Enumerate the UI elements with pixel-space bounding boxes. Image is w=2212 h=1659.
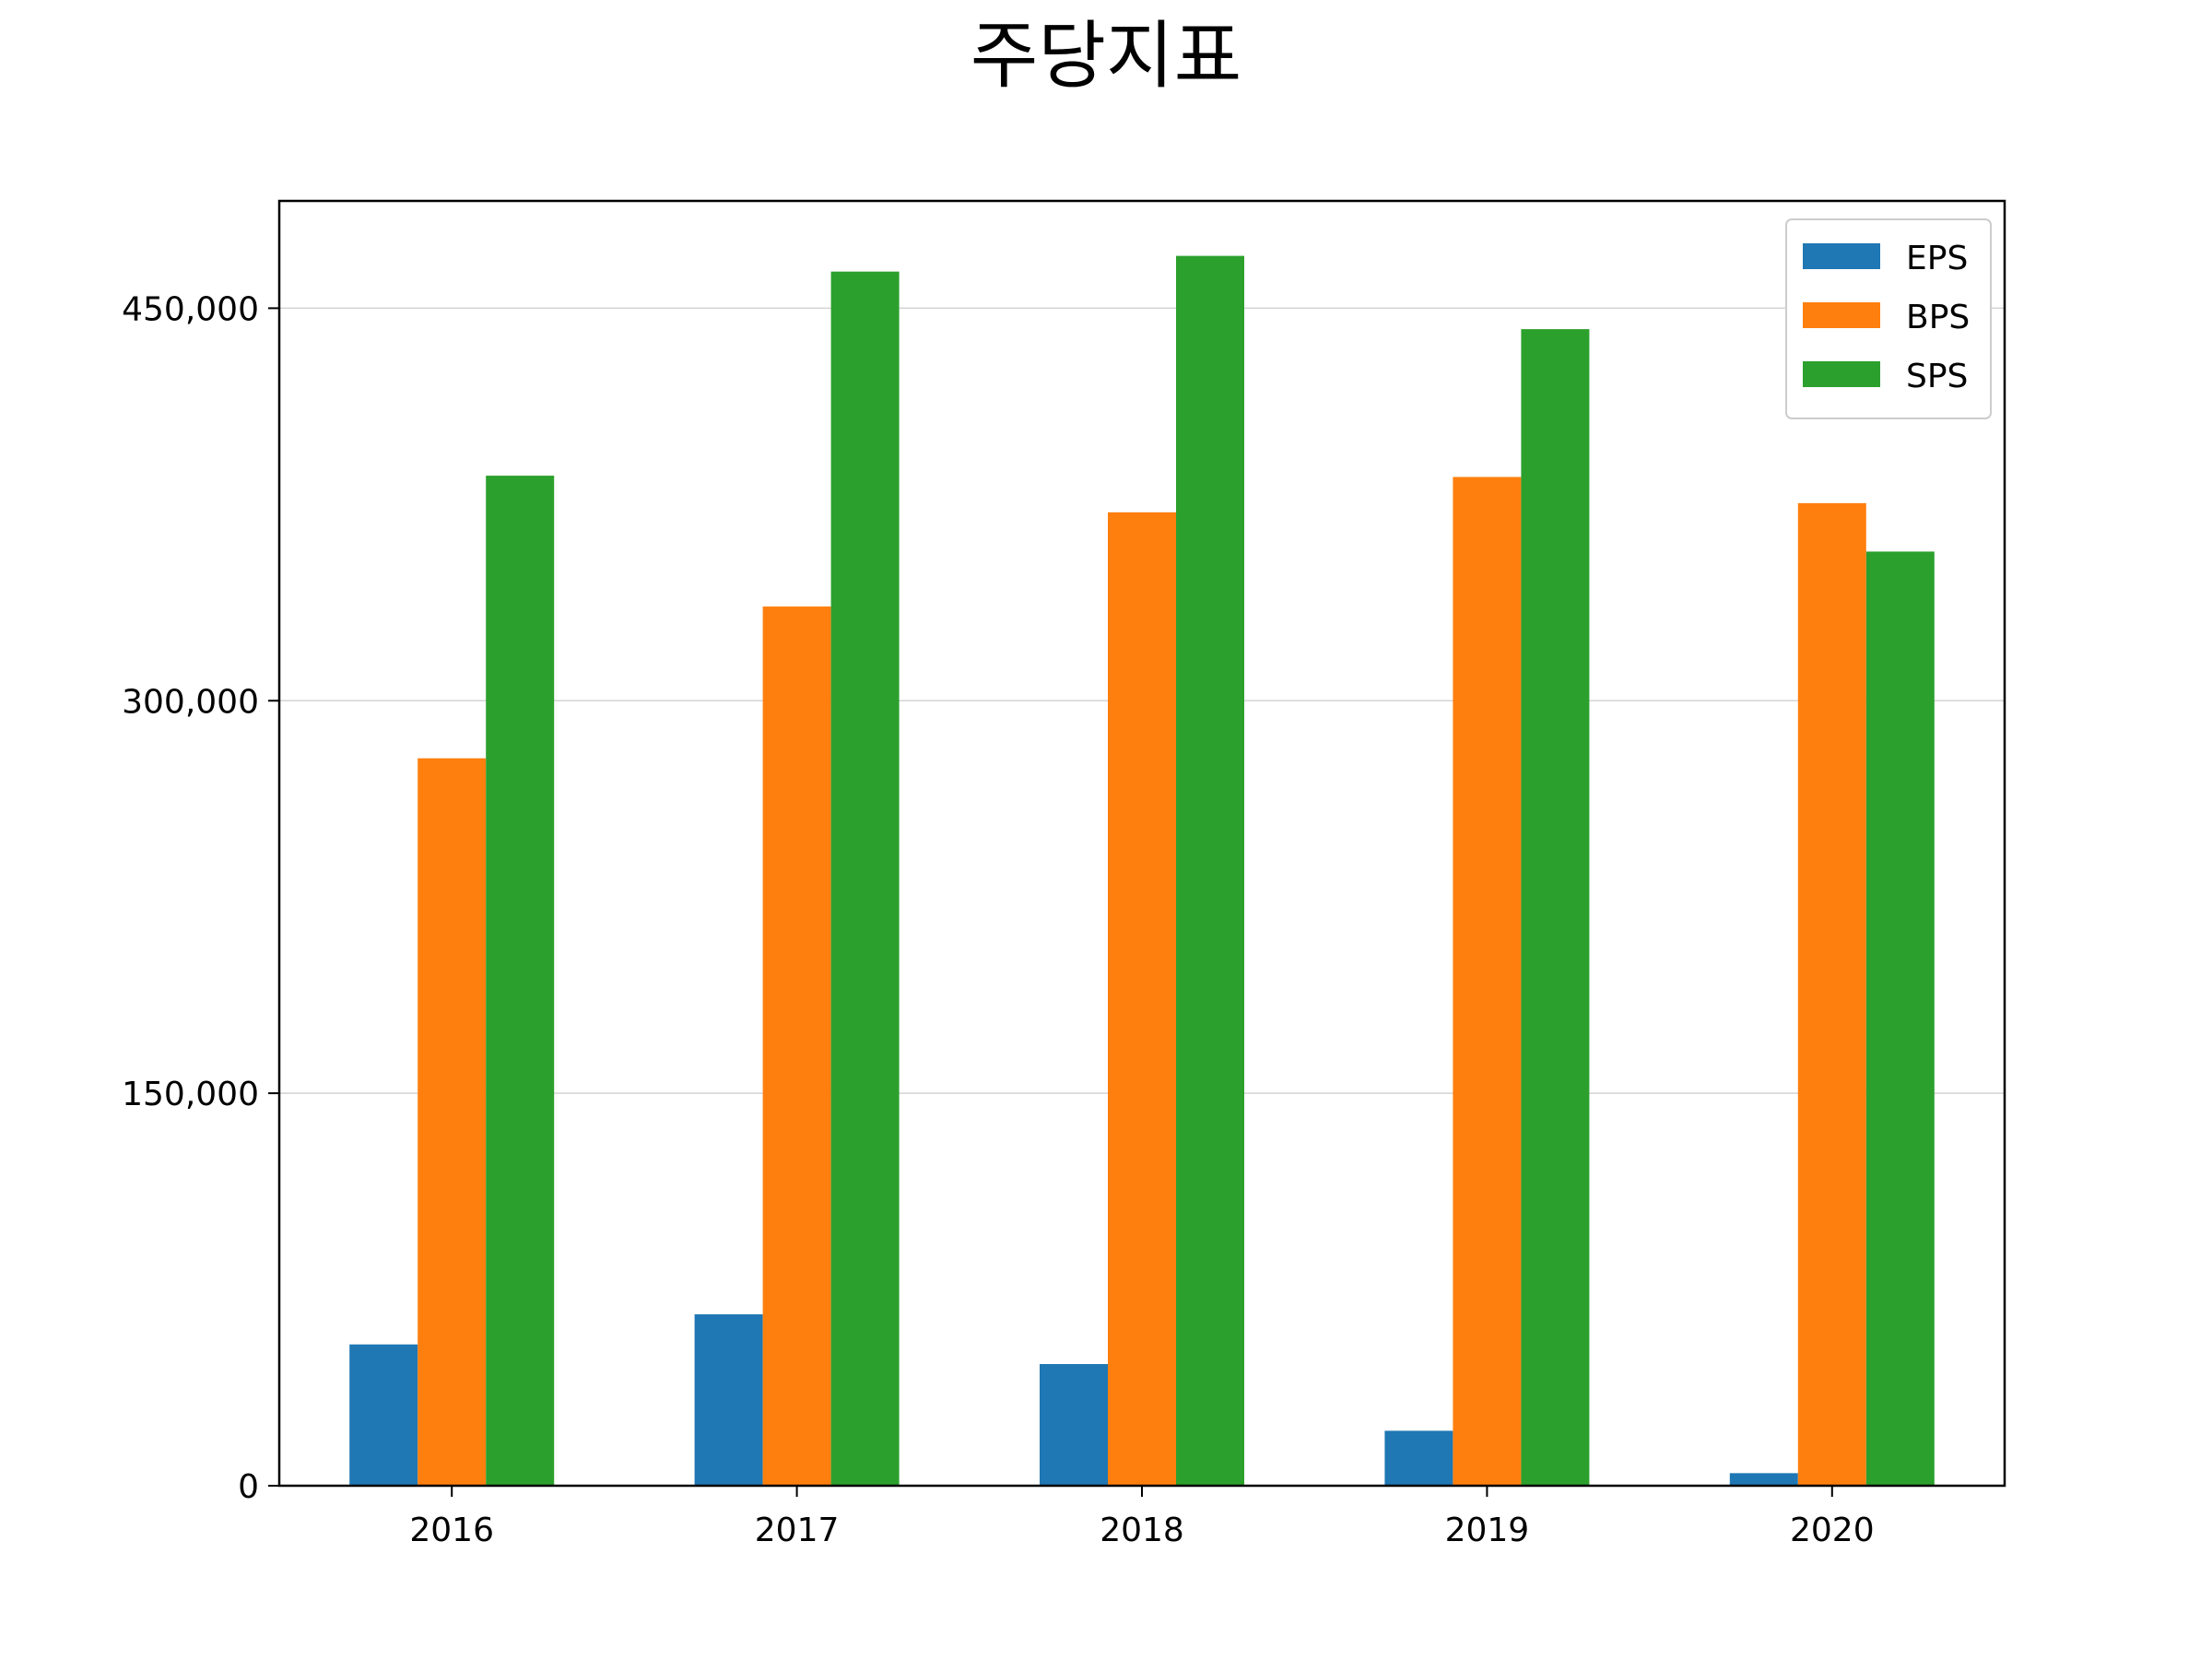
bar-eps-2019	[1384, 1430, 1453, 1486]
x-tick-label: 2018	[1100, 1512, 1184, 1549]
bar-sps-2019	[1521, 329, 1590, 1486]
chart-title: 주당지표	[971, 13, 1241, 99]
bar-eps-2017	[694, 1314, 763, 1486]
bars	[349, 255, 1935, 1487]
bar-eps-2018	[1040, 1363, 1108, 1486]
bar-sps-2016	[486, 476, 555, 1486]
bar-sps-2020	[1865, 551, 1935, 1486]
x-tick-label: 2019	[1445, 1512, 1530, 1549]
bar-eps-2020	[1729, 1473, 1798, 1486]
y-tick-label: 450,000	[122, 290, 259, 328]
legend-label-eps: EPS	[1906, 240, 1968, 277]
bar-sps-2017	[830, 271, 900, 1487]
x-tick-label: 2016	[409, 1512, 494, 1549]
bar-bps-2016	[418, 758, 487, 1486]
legend-label-sps: SPS	[1906, 358, 1968, 395]
legend: EPS BPS SPS	[1785, 218, 1992, 419]
y-tick-label: 300,000	[122, 683, 259, 721]
legend-swatch-sps	[1803, 361, 1880, 387]
y-tick-label: 0	[238, 1468, 259, 1506]
bar-bps-2018	[1108, 512, 1176, 1487]
bar-bps-2019	[1453, 477, 1522, 1487]
legend-swatch-eps	[1803, 243, 1880, 269]
bar-eps-2016	[349, 1344, 418, 1486]
bar-sps-2018	[1176, 255, 1244, 1486]
bar-bps-2020	[1797, 502, 1866, 1486]
bar-bps-2017	[762, 606, 831, 1486]
legend-label-bps: BPS	[1906, 299, 1970, 336]
x-tick-label: 2020	[1790, 1512, 1875, 1549]
x-tick-label: 2017	[755, 1512, 840, 1549]
axes: 0 150,000 300,000 450,000 2016 2017 2018 2019 20…	[122, 290, 1874, 1549]
y-tick-label: 150,000	[122, 1076, 259, 1113]
legend-swatch-bps	[1803, 302, 1880, 328]
